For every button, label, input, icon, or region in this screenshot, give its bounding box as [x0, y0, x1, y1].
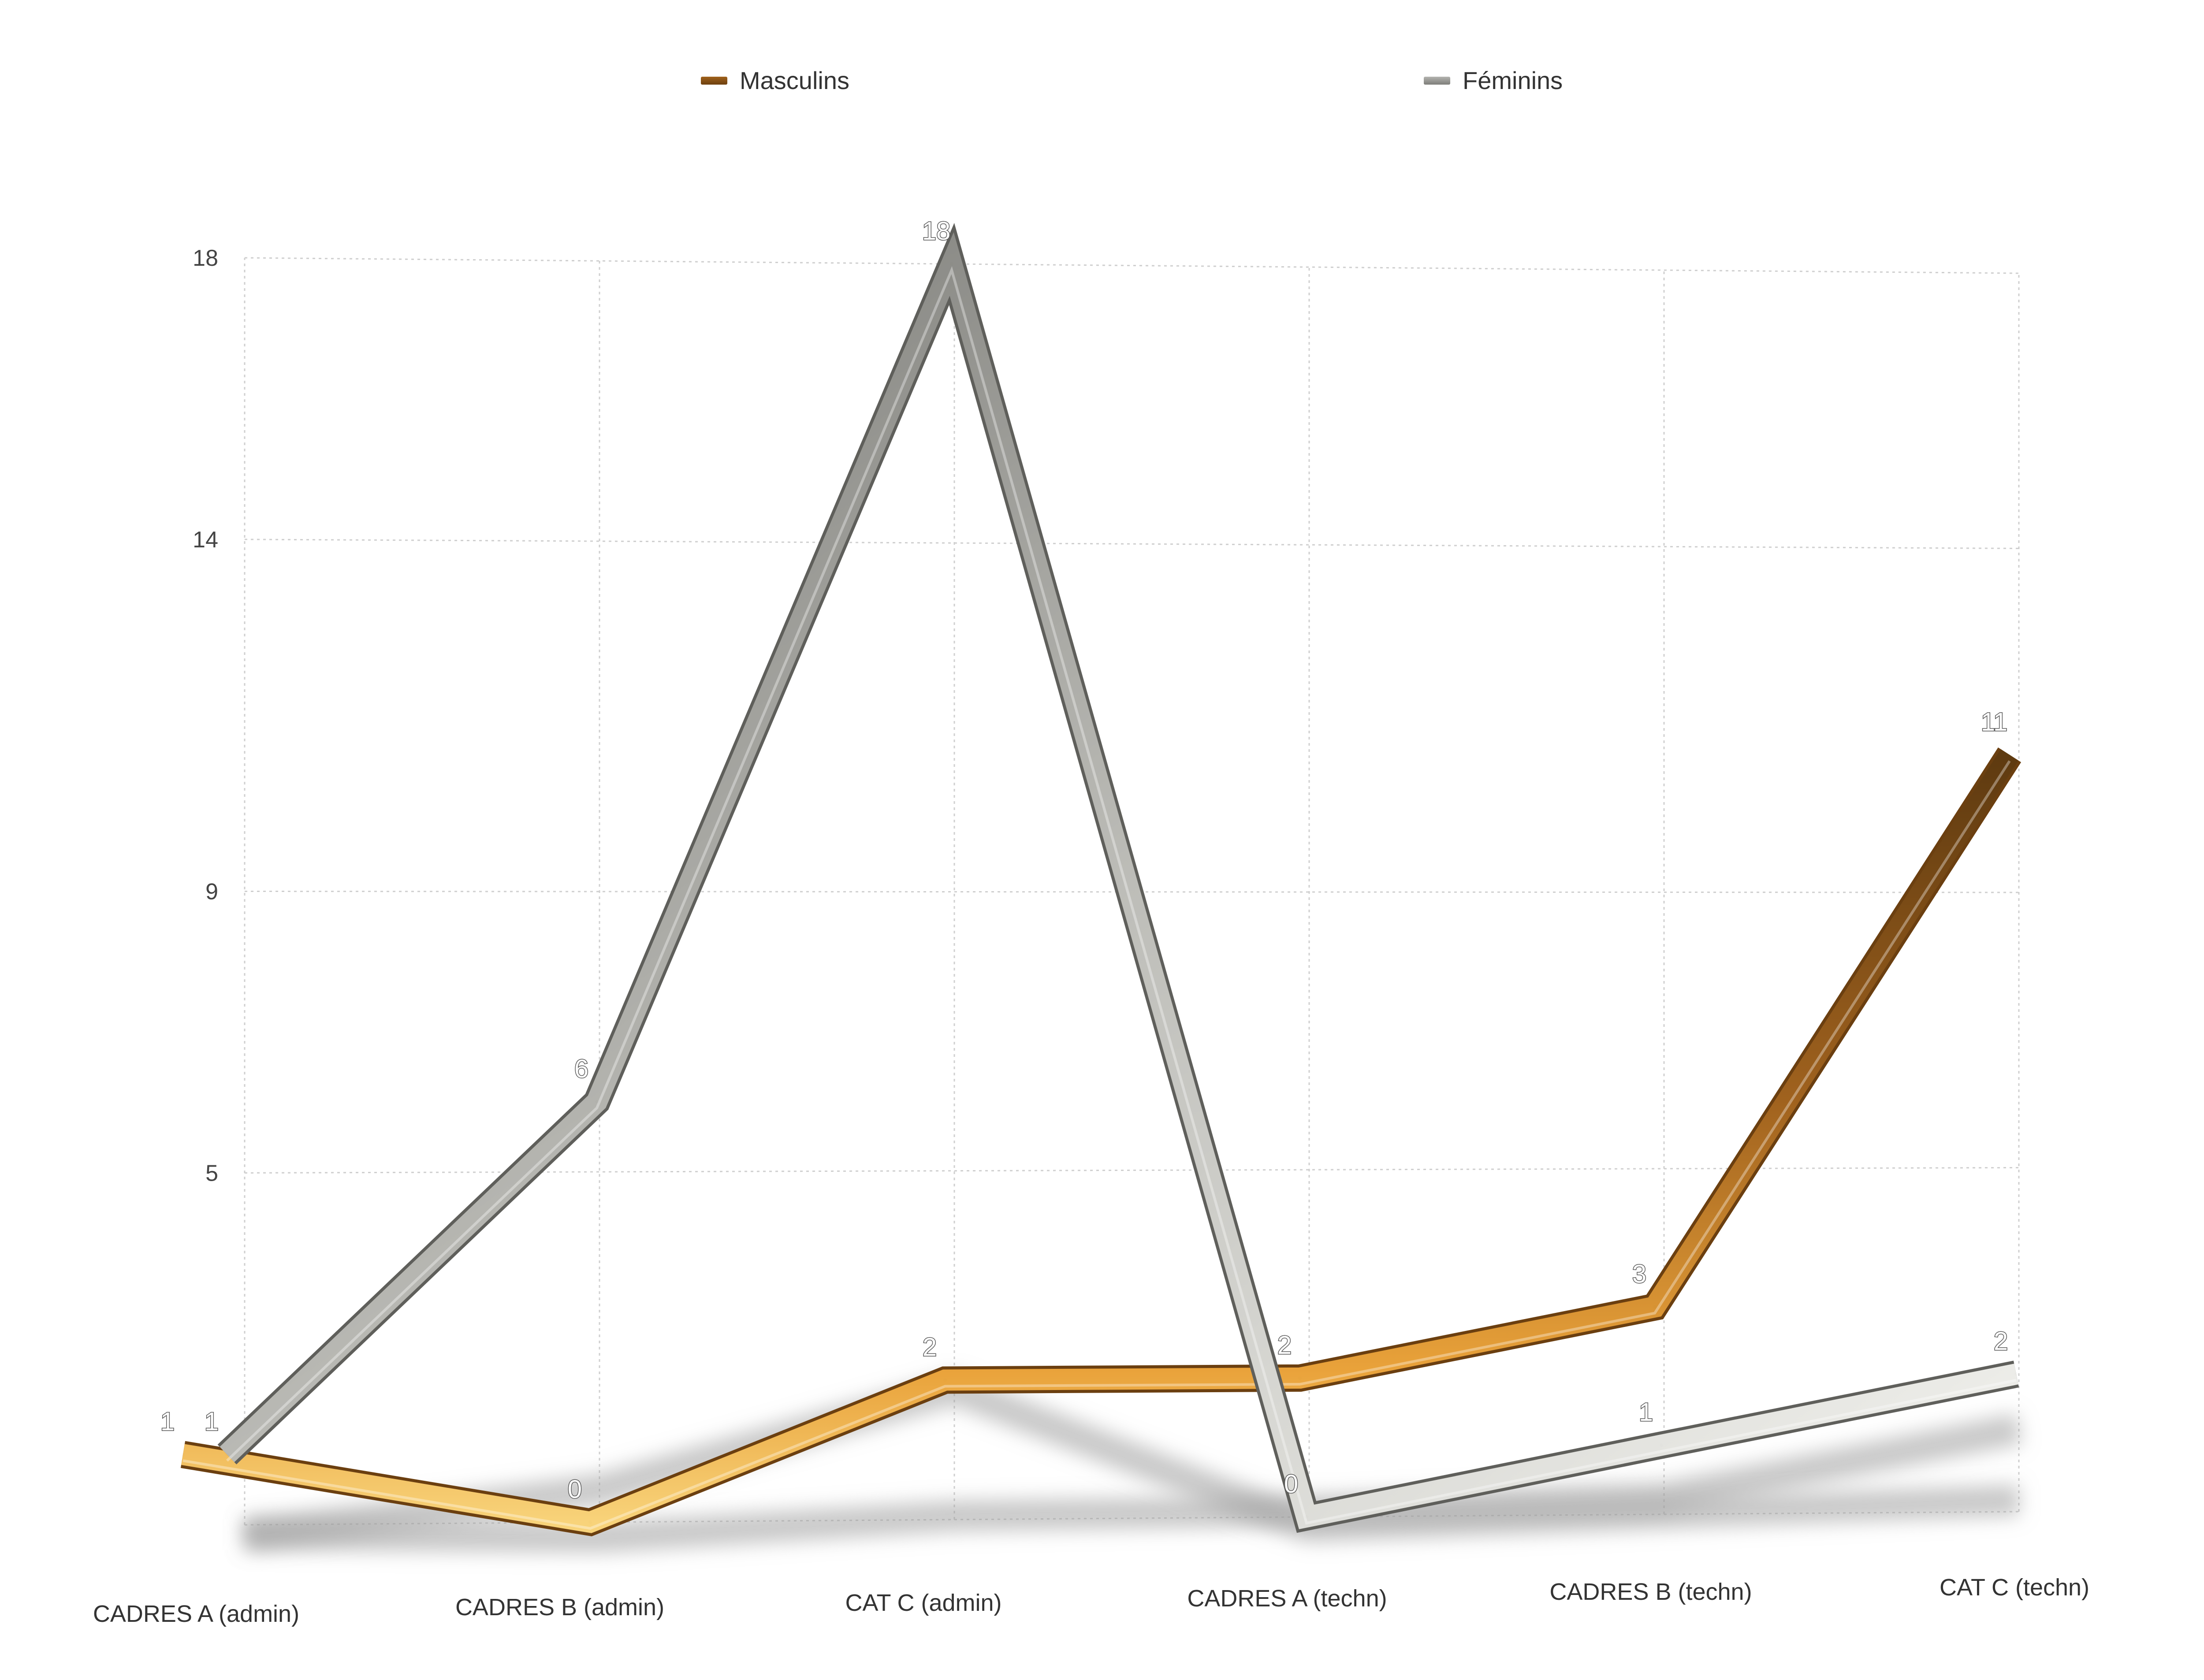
y-tick-label: 14 [193, 527, 218, 553]
legend-label-feminins: Féminins [1463, 67, 1563, 94]
category-label: CADRES A (techn) [1187, 1585, 1387, 1612]
data-label-feminins: 1 [1639, 1398, 1653, 1427]
data-point-feminins[interactable] [950, 262, 953, 266]
series-line-edge-masculins [180, 747, 2022, 1537]
series-shadow-feminins [242, 1374, 2020, 1550]
data-label-masculins: 11 [1981, 708, 2007, 736]
y-tick-label: 5 [205, 1160, 218, 1186]
data-point-feminins[interactable] [1660, 1443, 1663, 1447]
series-line-masculins[interactable] [181, 749, 2019, 1533]
legend-item-feminins[interactable]: Féminins [1424, 66, 1563, 95]
data-point-masculins[interactable] [1653, 1305, 1657, 1309]
gridline-horizontal [244, 539, 2019, 549]
data-point-masculins[interactable] [181, 1453, 185, 1456]
data-label-masculins: 1 [160, 1407, 175, 1436]
y-tick-label: 18 [193, 245, 218, 271]
grid [244, 257, 2020, 1526]
category-label: CADRES B (admin) [455, 1594, 664, 1621]
data-label-feminins: 18 [922, 217, 951, 245]
series-highlight-feminins [226, 266, 2017, 1525]
data-point-feminins[interactable] [2014, 1372, 2018, 1376]
y-axis: 5 9 14 18 [193, 245, 218, 1186]
series-line-feminins[interactable] [220, 232, 2018, 1529]
category-label: CADRES B (techn) [1549, 1579, 1752, 1605]
data-label-feminins: 2 [1994, 1327, 2008, 1356]
data-point-masculins[interactable] [1298, 1376, 1302, 1380]
data-label-masculins: 3 [1632, 1260, 1646, 1289]
data-label-feminins: 6 [574, 1055, 588, 1083]
data-label-masculins: 2 [1277, 1331, 1292, 1360]
x-axis: CADRES A (admin) CADRES B (admin) CAT C (a… [93, 1574, 2089, 1627]
data-point-masculins[interactable] [2008, 753, 2011, 757]
data-point-feminins[interactable] [1305, 1515, 1308, 1519]
data-point-masculins[interactable] [943, 1378, 947, 1382]
series-highlight-masculins [182, 760, 2011, 1530]
data-label-feminins: 0 [1284, 1470, 1298, 1498]
data-label-feminins: 1 [205, 1407, 219, 1436]
series-shadows [242, 1374, 2022, 1553]
series-shadow-masculins [244, 1413, 2022, 1553]
category-label: CAT C (techn) [1940, 1574, 2089, 1601]
legend-item-masculins[interactable]: Masculins [701, 66, 849, 95]
series-lines [180, 223, 2022, 1537]
data-point-masculins[interactable] [588, 1520, 592, 1524]
y-tick-label: 9 [205, 879, 218, 905]
data-label-masculins: 0 [568, 1475, 582, 1504]
data-point-feminins[interactable] [225, 1453, 229, 1456]
category-label: CADRES A (admin) [93, 1601, 299, 1627]
data-point-feminins[interactable] [595, 1100, 599, 1104]
legend-swatch-masculins [701, 76, 727, 85]
data-label-masculins: 2 [923, 1333, 937, 1361]
legend-label-masculins: Masculins [740, 67, 849, 94]
gridline-horizontal [244, 257, 2019, 274]
category-label: CAT C (admin) [845, 1590, 1001, 1616]
legend-swatch-feminins [1424, 76, 1450, 85]
